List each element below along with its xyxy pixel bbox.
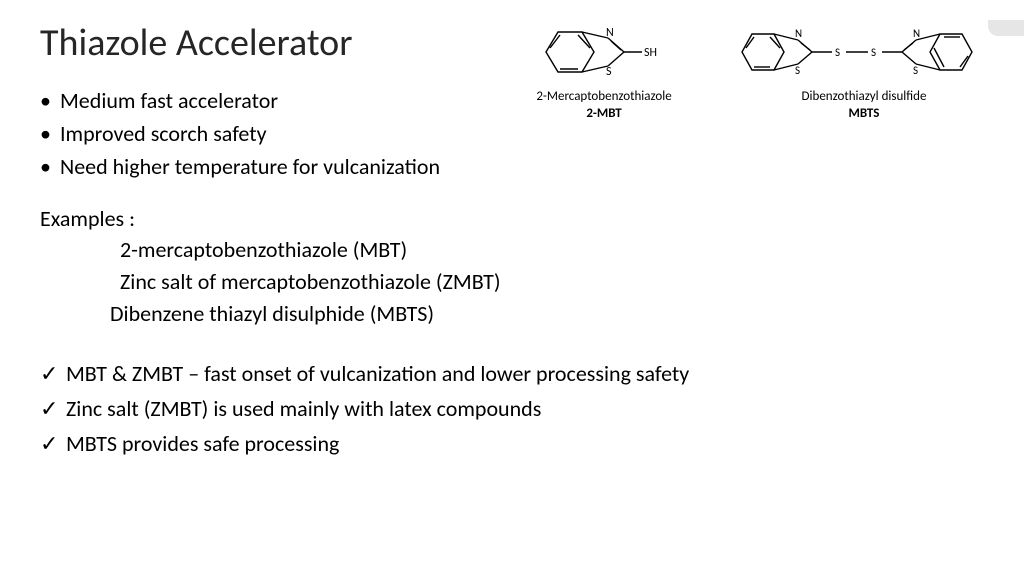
example-item: 2-mercaptobenzothiazole (MBT) — [120, 234, 984, 266]
example-item: Dibenzene thiazyl disulphide (MBTS) — [110, 298, 984, 330]
atom-s: S — [606, 65, 612, 79]
mbt-diagram-icon: N S SH — [534, 20, 674, 85]
structure-mbts: N S S S N S Dibenzothiazyl disulfide MBT… — [734, 20, 994, 123]
check-item: ✓ MBTS provides safe processing — [40, 426, 984, 461]
examples-heading: Examples : — [40, 205, 984, 232]
check-item: ✓ Zinc salt (ZMBT) is used mainly with l… — [40, 391, 984, 426]
structure-mbt: N S SH 2-Mercaptobenzothiazole 2-MBT — [534, 20, 674, 123]
bullet-marker: • — [40, 117, 60, 150]
mbts-diagram-icon: N S S S N S — [734, 20, 994, 85]
bullet-item: • Need higher temperature for vulcanizat… — [40, 150, 984, 183]
check-icon: ✓ — [40, 391, 66, 426]
atom-s: S — [835, 46, 840, 59]
caption-abbrev: MBTS — [849, 106, 880, 121]
check-icon: ✓ — [40, 426, 66, 461]
atom-sh: SH — [644, 46, 657, 60]
bullet-text: Need higher temperature for vulcanizatio… — [60, 150, 440, 183]
example-item: Zinc salt of mercaptobenzothiazole (ZMBT… — [120, 266, 984, 298]
bullet-marker: • — [40, 84, 60, 117]
structure-caption: 2-Mercaptobenzothiazole 2-MBT — [534, 89, 674, 123]
bullet-marker: • — [40, 150, 60, 183]
bullet-text: Improved scorch safety — [60, 117, 267, 150]
atom-n: N — [606, 26, 614, 40]
check-text: Zinc salt (ZMBT) is used mainly with lat… — [66, 391, 541, 426]
caption-line: Dibenzothiazyl disulfide — [802, 89, 927, 104]
check-list: ✓ MBT & ZMBT – fast onset of vulcanizati… — [40, 356, 984, 462]
check-item: ✓ MBT & ZMBT – fast onset of vulcanizati… — [40, 356, 984, 391]
bullet-text: Medium fast accelerator — [60, 84, 278, 117]
caption-line: 2-Mercaptobenzothiazole — [536, 89, 671, 104]
caption-abbrev: 2-MBT — [586, 106, 621, 121]
chemical-structures: N S SH 2-Mercaptobenzothiazole 2-MBT — [534, 20, 994, 123]
atom-n: N — [913, 27, 920, 40]
structure-caption: Dibenzothiazyl disulfide MBTS — [734, 89, 994, 123]
check-text: MBTS provides safe processing — [66, 426, 339, 461]
atom-n: N — [795, 27, 802, 40]
atom-s: S — [913, 64, 918, 77]
check-icon: ✓ — [40, 356, 66, 391]
check-text: MBT & ZMBT – fast onset of vulcanization… — [66, 356, 689, 391]
atom-s: S — [795, 64, 800, 77]
atom-s: S — [871, 46, 876, 59]
